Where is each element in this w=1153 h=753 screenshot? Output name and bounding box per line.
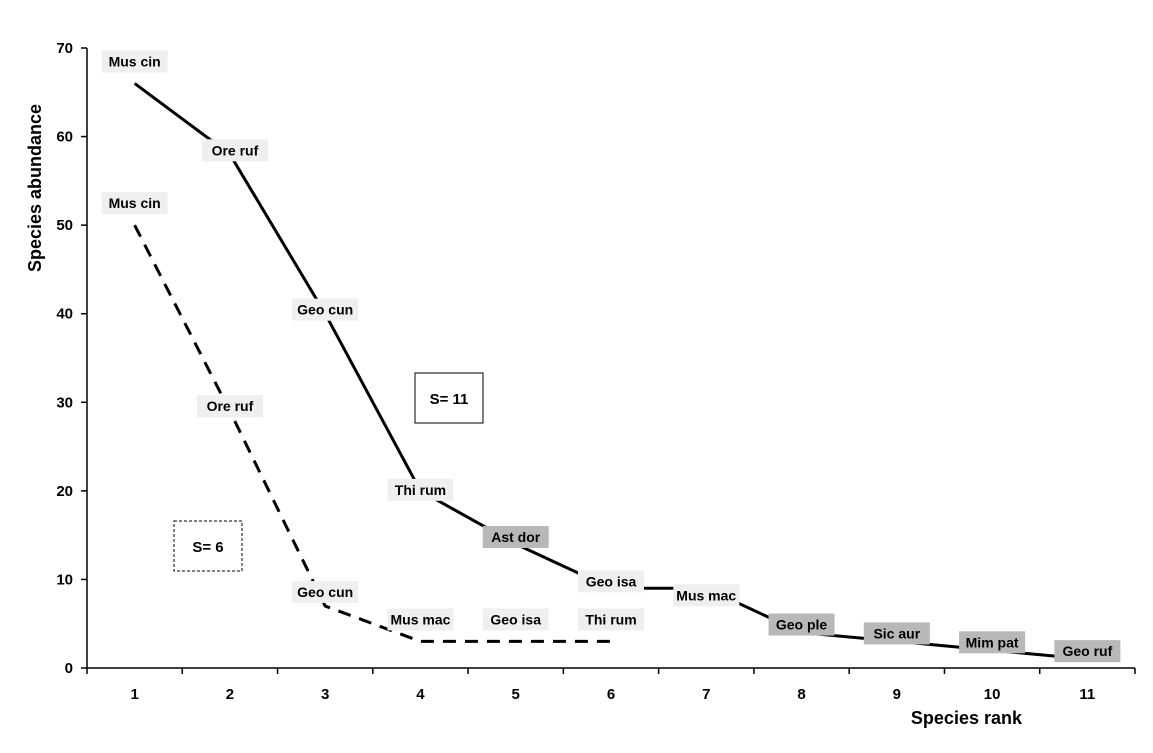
point-label-bg — [673, 584, 740, 607]
point-label-bg — [292, 581, 359, 603]
point-label-text: Ore ruf — [207, 398, 254, 414]
x-tick-label: 10 — [984, 686, 1001, 703]
y-tick-label: 70 — [56, 40, 73, 57]
y-tick-label: 10 — [56, 571, 73, 588]
point-label-geo-isa: Geo isa — [578, 570, 644, 593]
point-label-bg — [1054, 640, 1121, 663]
y-tick-label: 30 — [56, 394, 73, 411]
point-label-text: Mus cin — [109, 53, 161, 69]
point-label-bg — [768, 613, 835, 636]
x-axis-title: Species rank — [911, 708, 1023, 728]
y-tick-label: 50 — [56, 217, 73, 234]
x-tick-label: 11 — [1079, 686, 1095, 703]
x-tick-label: 5 — [512, 686, 520, 703]
annotations: S= 11 S= 6 — [173, 372, 484, 572]
point-label-geo-cun: Geo cun — [292, 298, 359, 321]
point-label-text: Mus cin — [109, 195, 161, 211]
point-label-bg — [292, 298, 359, 321]
point-label-text: Ore ruf — [212, 142, 259, 158]
x-tick-label: 6 — [607, 686, 615, 703]
species-count-box-border — [173, 520, 243, 572]
point-label-thi-rum: Thi rum — [578, 608, 644, 631]
point-label-mus-mac: Mus mac — [387, 608, 454, 631]
point-label-sic-aur: Sic aur — [863, 622, 930, 645]
point-label-geo-ruf: Geo ruf — [1054, 640, 1121, 663]
y-axis-title: Species abundance — [25, 104, 45, 272]
point-label-geo-ple: Geo ple — [768, 613, 835, 636]
y-tick-label: 60 — [56, 129, 73, 146]
point-label-text: Mus mac — [390, 611, 450, 627]
point-label-text: Geo cun — [297, 584, 353, 600]
point-label-text: Mim pat — [966, 634, 1019, 650]
point-label-bg — [482, 526, 549, 548]
point-label-mus-cin: Mus cin — [101, 192, 168, 215]
species-count-box-dashed: S= 6 — [173, 520, 243, 572]
point-label-text: Mus mac — [676, 587, 736, 603]
point-label-text: Geo isa — [490, 611, 541, 627]
point-label-geo-isa: Geo isa — [482, 608, 549, 631]
point-label-mus-cin: Mus cin — [101, 50, 168, 73]
x-tick-label: 2 — [226, 686, 234, 703]
point-label-thi-rum: Thi rum — [387, 478, 454, 501]
point-label-text: Geo ruf — [1062, 643, 1112, 659]
point-label-text: Sic aur — [873, 625, 920, 641]
point-label-bg — [101, 50, 168, 73]
point-label-mim-pat: Mim pat — [959, 631, 1026, 654]
species-count-box-border — [414, 372, 484, 424]
species-count-box-solid: S= 11 — [414, 372, 484, 424]
point-label-bg — [959, 631, 1026, 654]
point-label-bg — [201, 139, 268, 162]
point-label-text: Geo isa — [586, 573, 637, 589]
point-label-bg — [387, 478, 454, 501]
x-tick-label: 4 — [416, 686, 425, 703]
x-tick-label: 1 — [130, 686, 138, 703]
point-label-bg — [863, 622, 930, 645]
x-tick-label: 7 — [702, 686, 710, 703]
x-tick-label: 8 — [797, 686, 805, 703]
point-label-bg — [578, 570, 644, 593]
point-label-mus-mac: Mus mac — [673, 584, 740, 607]
y-tick-label: 40 — [56, 306, 73, 323]
point-label-text: Ast dor — [491, 529, 541, 545]
point-label-geo-cun: Geo cun — [292, 581, 359, 603]
point-label-bg — [578, 608, 644, 631]
point-label-text: Thi rum — [585, 611, 636, 627]
y-tick-label: 0 — [65, 660, 73, 677]
species-count-label: S= 11 — [430, 391, 469, 408]
point-label-bg — [482, 608, 549, 631]
point-label-text: Thi rum — [395, 482, 446, 498]
series-line-dashed — [133, 224, 611, 643]
point-label-ore-ruf: Ore ruf — [201, 139, 268, 162]
point-label-text: Geo cun — [297, 302, 353, 318]
point-label-bg — [387, 608, 454, 631]
species-count-label: S= 6 — [192, 539, 223, 556]
point-label-ast-dor: Ast dor — [482, 526, 549, 548]
point-label-bg — [196, 395, 263, 418]
y-tick-label: 20 — [56, 483, 73, 500]
x-tick-label: 3 — [321, 686, 329, 703]
point-label-bg — [101, 192, 168, 215]
x-tick-label: 9 — [893, 686, 901, 703]
point-label-text: Geo ple — [776, 617, 828, 633]
point-labels: Mus cin Ore ruf Geo cun Thi rum Ast dor Geo i… — [101, 50, 1121, 663]
axes: 0 10 20 30 40 50 60 70 1 2 3 4 5 6 7 8 9 10 11 Species rank… — [25, 40, 1136, 728]
point-label-ore-ruf: Ore ruf — [196, 395, 263, 418]
